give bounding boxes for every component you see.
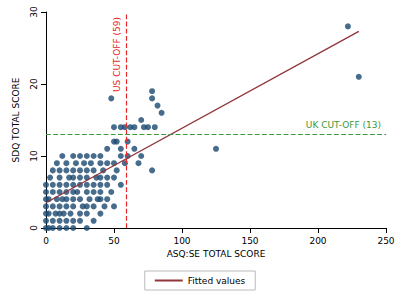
svg-text:30: 30 [29, 6, 39, 18]
svg-text:150: 150 [241, 236, 258, 246]
svg-text:20: 20 [29, 78, 39, 90]
svg-text:US CUT-OFF (59): US CUT-OFF (59) [112, 17, 122, 92]
svg-text:UK CUT-OFF (13): UK CUT-OFF (13) [306, 120, 381, 130]
svg-text:50: 50 [108, 236, 120, 246]
svg-text:250: 250 [377, 236, 394, 246]
svg-text:0: 0 [43, 236, 49, 246]
svg-text:SDQ TOTAL SCORE: SDQ TOTAL SCORE [11, 77, 21, 162]
svg-text:ASQ:SE TOTAL SCORE: ASQ:SE TOTAL SCORE [167, 249, 266, 259]
svg-text:100: 100 [173, 236, 190, 246]
svg-text:Fitted values: Fitted values [188, 276, 246, 286]
svg-text:200: 200 [309, 236, 326, 246]
svg-text:10: 10 [29, 150, 39, 162]
svg-text:0: 0 [29, 225, 39, 231]
